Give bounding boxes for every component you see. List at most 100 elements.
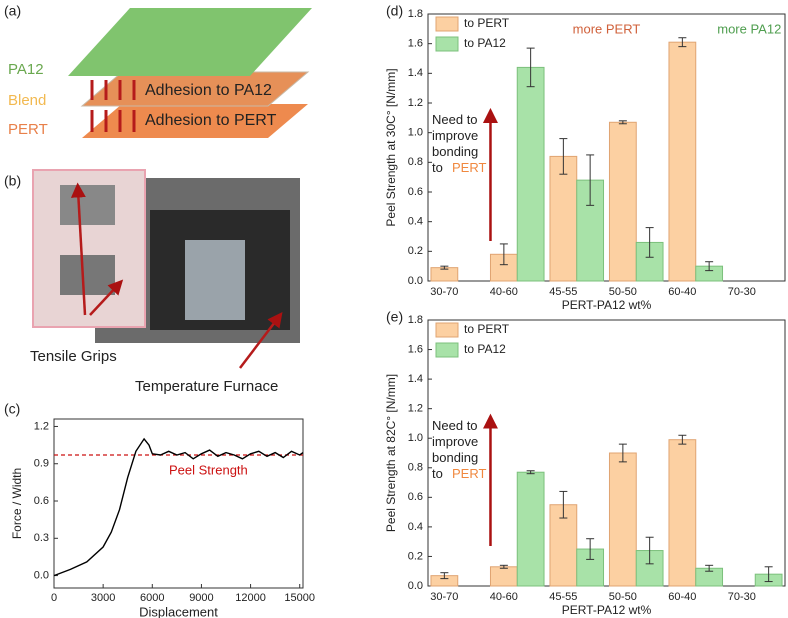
bar	[608, 121, 637, 282]
layer-label: Blend	[8, 92, 46, 109]
plot-frame	[427, 319, 786, 587]
note-line: improve	[432, 434, 478, 449]
legend-swatch	[435, 16, 459, 32]
y-axis-label: Peel Strength at 30C° [N/mm]	[384, 68, 398, 226]
x-tick-label: 30-70	[430, 286, 458, 298]
y-tick-label: 0.4	[408, 521, 423, 533]
upper-grip	[60, 185, 115, 225]
legend-swatch	[435, 322, 459, 338]
layer-label: PA12	[8, 61, 44, 78]
x-axis-label: Displacement	[139, 604, 218, 618]
y-tick-label: 0.0	[408, 580, 423, 592]
bar	[549, 155, 578, 282]
note-line: Need to	[432, 112, 478, 127]
callout-arrows	[70, 182, 283, 369]
reference-label: Peel Strength	[169, 462, 248, 477]
lower-grip	[60, 255, 115, 295]
x-tick-label: 6000	[140, 592, 164, 604]
annotation: more PA12	[717, 21, 781, 36]
note-line: Need to	[432, 418, 478, 433]
adhesion-label: Adhesion to PERT	[145, 112, 277, 129]
legend-swatch	[435, 342, 459, 358]
legend-label: to PERT	[464, 322, 510, 336]
y-tick-label: 1.8	[408, 314, 423, 326]
blend-layer	[80, 71, 310, 107]
y-tick-label: 0.2	[408, 245, 423, 257]
panel-label: (a)	[4, 3, 21, 19]
adhesion-arrows	[90, 80, 136, 132]
legend-swatch	[435, 36, 459, 52]
y-tick-label: 0.9	[34, 458, 49, 470]
y-tick-label: 0.8	[408, 462, 423, 474]
y-tick-label: 1.2	[34, 420, 49, 432]
legend-label: to PA12	[464, 342, 506, 356]
x-tick-label: 15000	[284, 592, 315, 604]
note-highlight: PERT	[452, 466, 486, 481]
plot-frame	[53, 418, 304, 589]
bar	[668, 41, 697, 282]
note-line: bonding	[432, 144, 478, 159]
panel-b: (b) Tensile Grips Temperature Furnace	[4, 169, 300, 395]
x-tick-label: 60-40	[668, 591, 696, 603]
y-tick-label: 0.4	[408, 216, 423, 228]
plot-frame	[427, 13, 786, 282]
data-line	[53, 437, 304, 577]
y-tick-label: 1.2	[408, 97, 423, 109]
note-line: to	[432, 160, 443, 175]
x-tick-label: 70-30	[728, 591, 756, 603]
note-line: to	[432, 466, 443, 481]
pa12-layer	[68, 8, 312, 76]
y-tick-label: 1.4	[408, 373, 423, 385]
y-tick-label: 0.8	[408, 156, 423, 168]
panel-label: (c)	[4, 401, 20, 417]
panel-a: (a) PA12 Blend PERT Adhesion to PA12 Adh…	[4, 3, 312, 138]
x-tick-label: 60-40	[668, 286, 696, 298]
bar	[516, 471, 545, 587]
panel-label: (e)	[386, 309, 403, 325]
x-tick-label: 0	[51, 592, 57, 604]
x-tick-label: 50-50	[609, 591, 637, 603]
x-tick-label: 3000	[91, 592, 115, 604]
y-tick-label: 1.0	[408, 432, 423, 444]
x-axis-label: PERT-PA12 wt%	[562, 298, 652, 312]
panel-label: (b)	[4, 173, 21, 189]
x-tick-label: 70-30	[728, 286, 756, 298]
note-line: bonding	[432, 450, 478, 465]
legend-label: to PERT	[464, 16, 510, 30]
y-tick-label: 1.6	[408, 38, 423, 50]
note-highlight: PERT	[452, 160, 486, 175]
y-tick-label: 0.2	[408, 550, 423, 562]
x-tick-label: 40-60	[490, 591, 518, 603]
y-tick-label: 1.6	[408, 343, 423, 355]
pert-layer	[82, 104, 308, 138]
bar	[608, 452, 637, 587]
note-line: improve	[432, 128, 478, 143]
y-tick-label: 1.0	[408, 127, 423, 139]
panel-label: (d)	[386, 3, 403, 19]
x-tick-label: 50-50	[609, 286, 637, 298]
y-tick-label: 0.6	[408, 186, 423, 198]
x-tick-label: 30-70	[430, 591, 458, 603]
x-tick-label: 9000	[189, 592, 213, 604]
y-axis-label: Force / Width	[10, 468, 24, 539]
bar	[430, 267, 459, 282]
y-tick-label: 1.4	[408, 67, 423, 79]
y-axis-label: Peel Strength at 82C° [N/mm]	[384, 374, 398, 532]
y-tick-label: 0.6	[34, 495, 49, 507]
legend-label: to PA12	[464, 36, 506, 50]
callout-label: Tensile Grips	[30, 348, 117, 365]
y-tick-label: 1.8	[408, 8, 423, 20]
annotation: more PERT	[573, 21, 641, 36]
grip-assembly	[185, 240, 245, 320]
y-tick-label: 1.2	[408, 403, 423, 415]
x-tick-label: 40-60	[490, 286, 518, 298]
y-tick-label: 0.3	[34, 532, 49, 544]
x-tick-label: 12000	[235, 592, 266, 604]
x-tick-label: 45-55	[549, 591, 577, 603]
bar	[668, 439, 697, 587]
bar	[489, 566, 518, 587]
y-tick-label: 0.6	[408, 491, 423, 503]
bar	[516, 66, 545, 282]
y-tick-label: 0.0	[408, 275, 423, 287]
